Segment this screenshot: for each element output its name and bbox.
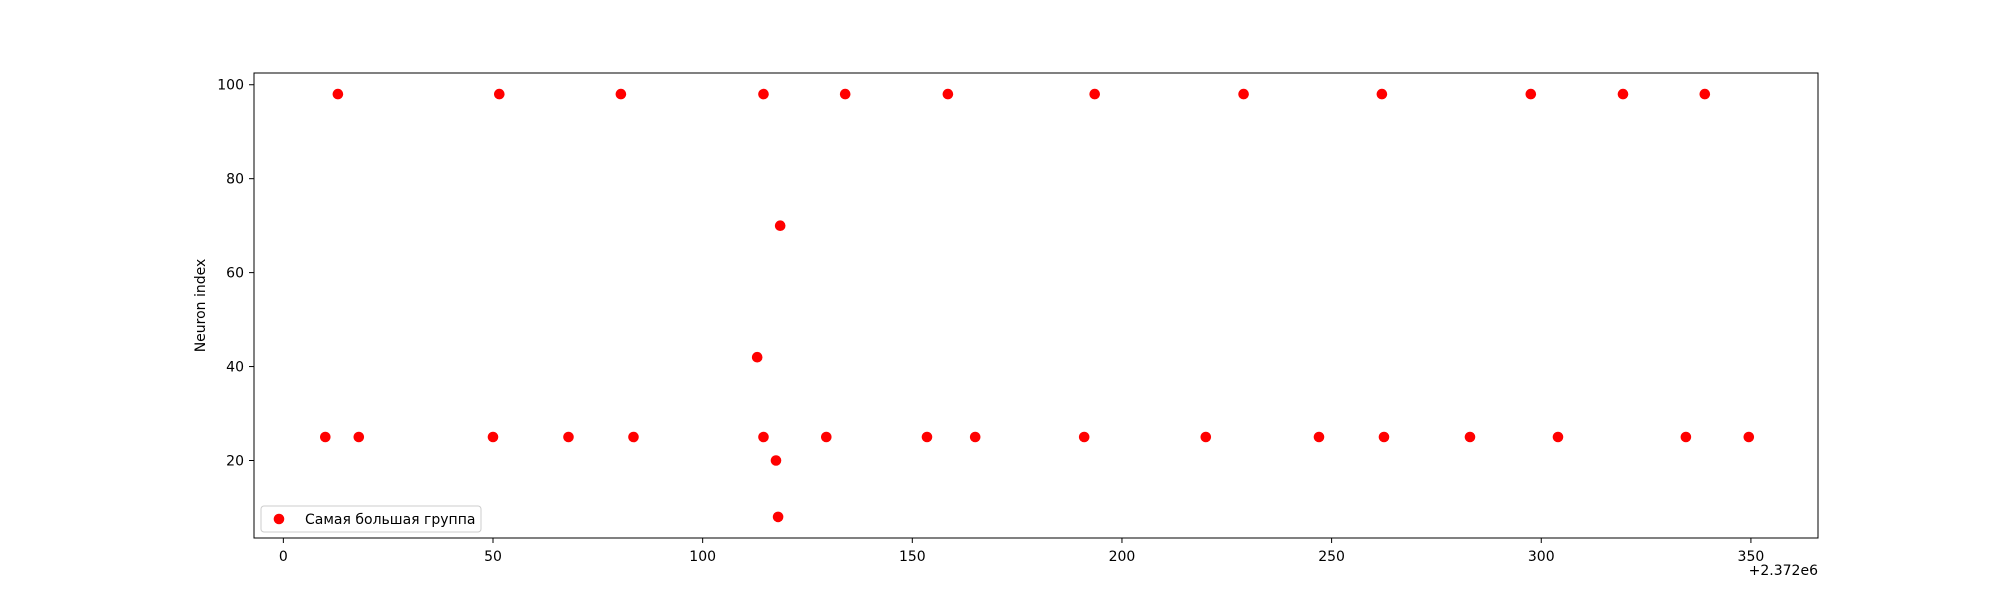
plot-area xyxy=(320,88,1755,523)
axes: 0 50 100 150 200 250 300 350 20 40 60 80 100 xyxy=(217,72,1819,565)
y-tick-label: 100 xyxy=(217,78,244,94)
y-axis-label: Neuron index xyxy=(193,259,209,353)
axes-frame xyxy=(253,72,1819,539)
data-point xyxy=(1238,88,1249,100)
data-point xyxy=(758,88,769,100)
y-tick-label: 40 xyxy=(226,360,244,376)
data-point xyxy=(1617,88,1629,100)
x-tick-label: 350 xyxy=(1738,549,1765,565)
x-tick-label: 50 xyxy=(484,549,502,565)
x-tick-label: 200 xyxy=(1109,549,1136,565)
data-point xyxy=(839,88,851,100)
data-point xyxy=(1743,431,1755,443)
x-tick-label: 100 xyxy=(689,549,716,565)
data-point xyxy=(1552,431,1564,443)
data-point xyxy=(628,431,639,443)
data-point xyxy=(494,88,505,100)
data-point xyxy=(821,431,832,443)
data-point xyxy=(772,511,784,523)
data-point xyxy=(758,431,769,443)
data-point xyxy=(1376,88,1388,100)
x-tick-label: 150 xyxy=(899,549,926,565)
data-point xyxy=(1680,431,1692,443)
data-point xyxy=(320,431,331,443)
data-point xyxy=(1699,88,1711,100)
legend-marker xyxy=(273,513,285,525)
legend-label: Самая большая группа xyxy=(305,512,475,528)
y-tick-label: 80 xyxy=(226,172,244,188)
data-point xyxy=(353,431,365,443)
x-tick-label: 0 xyxy=(279,549,288,565)
x-tick-label: 300 xyxy=(1528,549,1555,565)
data-point xyxy=(615,88,627,100)
legend: Самая большая группа xyxy=(260,505,482,533)
data-point xyxy=(751,351,763,363)
data-point xyxy=(1525,88,1537,100)
data-point xyxy=(1200,431,1212,443)
data-point xyxy=(487,431,499,443)
y-tick-label: 20 xyxy=(226,454,244,470)
data-point xyxy=(1313,431,1325,443)
data-point xyxy=(1464,431,1476,443)
y-tick-label: 60 xyxy=(226,266,244,282)
x-axis-offset-label: +2.372e6 xyxy=(1749,563,1818,579)
data-point xyxy=(332,88,344,100)
data-point xyxy=(921,431,933,443)
data-point xyxy=(563,431,574,443)
data-point xyxy=(969,431,981,443)
x-tick-label: 250 xyxy=(1318,549,1345,565)
data-point xyxy=(770,455,782,466)
data-point xyxy=(1089,88,1100,100)
data-point xyxy=(1378,431,1390,443)
data-point xyxy=(1078,431,1090,443)
data-point xyxy=(942,88,954,100)
legend-box xyxy=(260,505,482,533)
data-point xyxy=(774,220,786,231)
